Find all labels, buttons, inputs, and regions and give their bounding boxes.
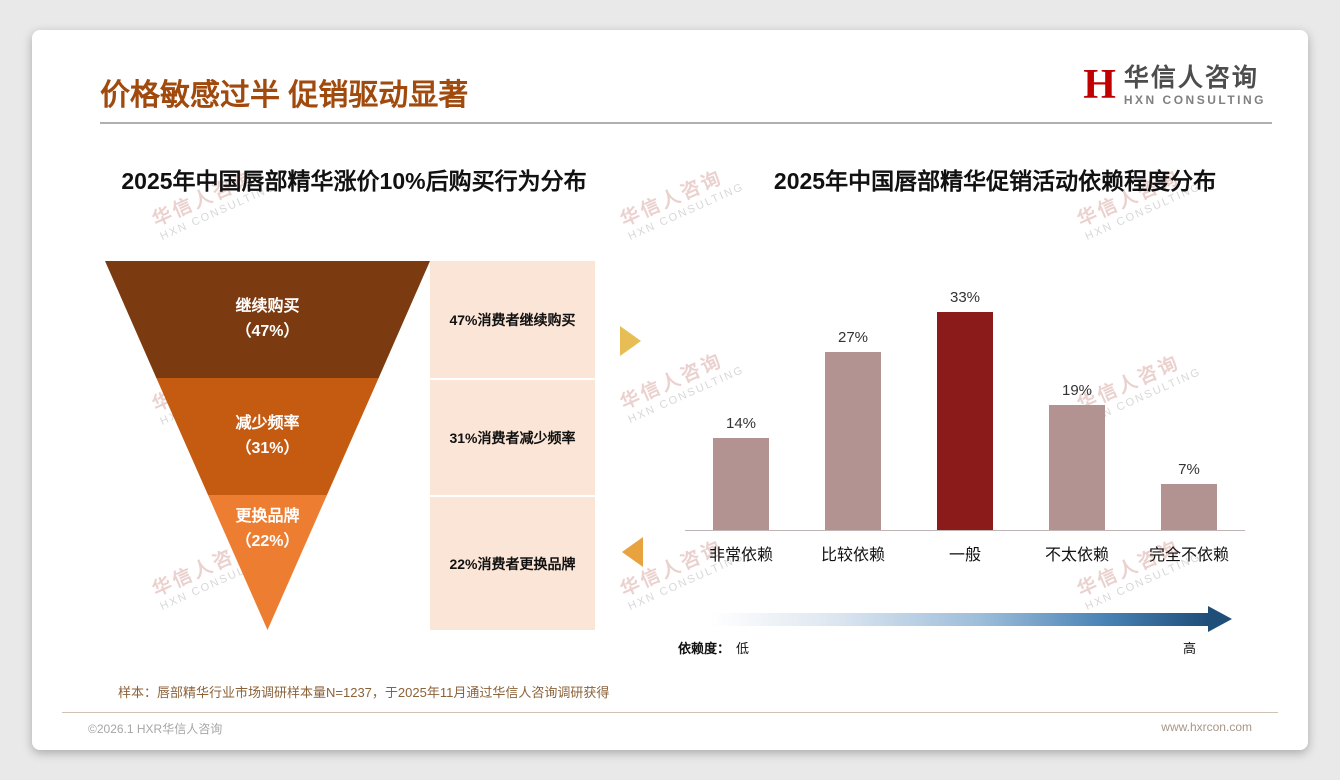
bar-value-label: 19% [1061,381,1093,399]
company-logo: H 华信人咨询 HXN CONSULTING [1083,64,1266,107]
funnel-segment-label: 减少频率 （31%） [235,412,299,462]
logo-subtitle: HXN CONSULTING [1123,92,1266,107]
funnel-segment-value: （31%） [235,439,300,457]
right-arrow-icon [620,326,641,356]
funnel-segment-value: （47%） [235,322,300,340]
gradient-arrow-shaft [710,613,1208,626]
header-divider [100,122,1272,124]
bar [825,351,881,530]
bar-category-label: 一般 [948,547,981,564]
bar-column: 27% [797,329,909,530]
funnel-segment-continue: 继续购买 （47%） [105,261,430,378]
funnel-chart-title: 2025年中国唇部精华涨价10%后购买行为分布 [121,168,587,194]
bar-column: 19% [1021,382,1133,530]
funnel-segment-name: 减少频率 [235,414,300,432]
bar-value-label: 33% [949,289,981,307]
bar-value-label: 27% [837,328,869,346]
bar [1161,483,1217,530]
funnel-segment-name: 更换品牌 [235,508,300,525]
bar-chart: 14% 27% 33% 19% 7% 非常依赖 比较依赖 一般 不太依赖 完全不依赖 [685,282,1245,565]
sample-note: 样本：唇部精华行业市场调研样本量N=1237，于2025年11月通过华信人咨询调… [118,685,610,700]
website-text: www.hxrcon.com [1161,720,1252,734]
bar-chart-plot-area: 14% 27% 33% 19% 7% [685,282,1245,531]
left-arrow-icon [622,537,643,567]
logo-name: 华信人咨询 [1123,64,1259,92]
funnel-segment-label: 继续购买 （47%） [235,295,299,345]
slide-card: 华信人咨询 HXN CONSULTING 华信人咨询 HXN CONSULTING 华信… [32,30,1308,750]
dependence-low-label: 低 [736,641,750,656]
footer: ©2026.1 HXR华信人咨询 www.hxrcon.com [88,720,1252,737]
bar-column: 14% [685,415,797,530]
bar-category-label: 比较依赖 [820,547,885,564]
bar-category-label: 非常依赖 [708,547,773,564]
dependence-axis-row: 依赖度： 低 高 [678,638,1238,657]
dependence-high-label: 高 [1182,641,1196,656]
funnel-segment-value: （22%） [235,532,300,550]
logo-icon: H [1083,62,1116,109]
bar [1049,404,1105,530]
funnel-segment-switch: 更换品牌 （22%） [208,495,327,630]
bar-column: 7% [1133,461,1245,530]
bar-column: 33% [909,289,1021,530]
bar-value-label: 7% [1178,460,1200,478]
bar-value-label: 14% [725,414,757,432]
footer-divider [62,712,1278,713]
copyright-text: ©2026.1 HXR华信人咨询 [88,722,223,736]
bar-category-label: 不太依赖 [1044,547,1109,564]
bar-chart-axis-labels: 非常依赖 比较依赖 一般 不太依赖 完全不依赖 [685,531,1245,565]
bar [937,312,993,530]
funnel-annotation: 47%消费者继续购买 [430,261,595,378]
bar-category-label: 完全不依赖 [1148,547,1229,564]
gradient-arrow-head [1208,606,1232,632]
bar-chart-title: 2025年中国唇部精华促销活动依赖程度分布 [773,168,1217,194]
funnel-segment-label: 更换品牌 （22%） [235,505,299,555]
funnel-annotations: 47%消费者继续购买 31%消费者减少频率 22%消费者更换品牌 [430,261,595,630]
funnel-segment-name: 继续购买 [235,297,300,315]
funnel-chart: 继续购买 （47%） 减少频率 （31%） 更换品牌 （22%） [105,261,430,630]
funnel-segment-reduce: 减少频率 （31%） [156,378,379,495]
dependence-axis-label: 依赖度： [678,641,731,656]
bar [713,437,769,530]
page-title: 价格敏感过半 促销驱动显著 [100,79,469,112]
funnel-annotation: 22%消费者更换品牌 [430,495,595,630]
funnel-annotation: 31%消费者减少频率 [430,378,595,495]
